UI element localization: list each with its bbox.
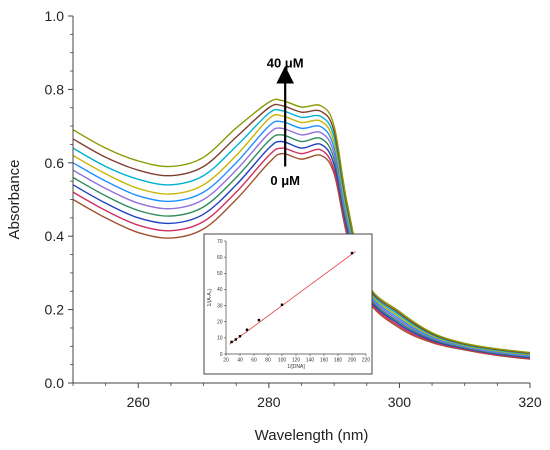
inset-y-tick-label: 70 <box>217 239 223 245</box>
inset-x-tick-label: 200 <box>348 358 357 364</box>
spectrum-line-7 <box>72 113 531 356</box>
inset-y-tick-label: 0 <box>220 352 223 358</box>
inset-x-axis-title: 1/[DNA] <box>287 364 305 370</box>
annotation-40uM: 40 μM <box>267 55 304 70</box>
inset-data-point <box>234 338 237 341</box>
inset-data-point <box>257 318 261 322</box>
spectrum-line-1 <box>72 152 531 360</box>
inset-x-tick-label: 160 <box>320 358 329 364</box>
spectrum-line-2 <box>72 147 531 360</box>
inset-y-tick-label: 30 <box>217 303 223 309</box>
y-tick-label: 0.2 <box>45 302 65 318</box>
spectrum-line-3 <box>72 140 531 359</box>
y-axis-title: Absorbance <box>6 159 23 239</box>
y-tick-label: 0.0 <box>45 375 65 391</box>
inset-data-point <box>238 335 242 338</box>
spectrum-line-6 <box>72 120 531 357</box>
spectrum-line-5 <box>72 127 531 357</box>
inset-data-point <box>230 340 233 344</box>
inset-frame <box>203 233 373 375</box>
inset-data-point <box>245 328 249 331</box>
inset-x-tick-label: 20 <box>223 358 229 364</box>
y-tick-label: 1.0 <box>45 8 65 24</box>
spectrum-line-8 <box>72 108 531 355</box>
y-tick-label: 0.8 <box>45 81 65 97</box>
spectrum-line-4 <box>72 134 531 358</box>
inset-y-tick-label: 50 <box>217 271 223 277</box>
inset-x-tick-label: 100 <box>278 358 287 364</box>
inset-x-tick-label: 140 <box>306 358 315 364</box>
inset-x-tick-label: 120 <box>292 358 301 364</box>
annotation-0uM: 0 μM <box>270 173 300 188</box>
inset-x-tick-label: 60 <box>251 358 257 364</box>
x-tick-label: 320 <box>518 394 542 410</box>
inset-y-tick-label: 60 <box>217 255 223 261</box>
inset-y-tick-label: 40 <box>217 287 223 293</box>
inset-x-tick-label: 80 <box>265 358 271 364</box>
inset-x-tick-label: 180 <box>334 358 343 364</box>
inset-data-point <box>350 251 354 255</box>
x-tick-label: 280 <box>257 394 281 410</box>
inset-y-tick-label: 20 <box>217 320 223 326</box>
inset-y-axis-title: 1/(A-A₀) <box>207 288 213 306</box>
x-tick-label: 300 <box>388 394 412 410</box>
inset-data-point <box>280 303 284 306</box>
inset-x-tick-label: 220 <box>362 358 371 364</box>
y-tick-label: 0.4 <box>45 228 65 244</box>
x-axis-title: Wavelength (nm) <box>255 427 369 444</box>
inset-y-tick-label: 10 <box>217 336 223 342</box>
inset-x-tick-label: 40 <box>237 358 243 364</box>
y-tick-label: 0.6 <box>45 155 65 171</box>
inset-fit-line <box>229 251 356 345</box>
x-tick-label: 260 <box>127 394 151 410</box>
spectrum-line-9 <box>72 103 531 354</box>
spectrum-line-10 <box>72 98 531 354</box>
